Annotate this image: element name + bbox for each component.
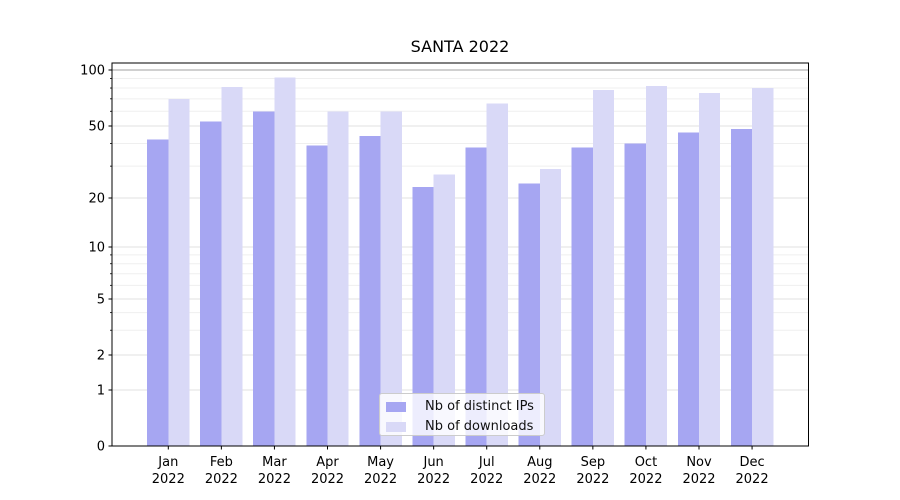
legend-item-downloads: Nb of downloads [386, 418, 544, 435]
x-tick-label-month: Nov [686, 455, 712, 470]
bar-distinct-ips-dec [730, 129, 753, 446]
bar-distinct-ips-aug [518, 183, 540, 447]
y-tick-label: 0 [97, 440, 105, 455]
x-tick-label-year: 2022 [470, 472, 503, 487]
bar-downloads-oct [645, 86, 668, 447]
y-tick-label: 20 [88, 192, 105, 207]
legend-swatch-distinct-ips [386, 401, 406, 412]
bar-downloads-apr [327, 111, 349, 446]
legend-item-distinct-ips: Nb of distinct IPs [386, 398, 544, 415]
x-tick-label-month: Mar [262, 455, 287, 470]
bar-distinct-ips-jun [412, 187, 434, 447]
legend: Nb of distinct IPs Nb of downloads [379, 393, 545, 436]
bar-distinct-ips-may [359, 136, 381, 446]
bar-distinct-ips-mar [253, 111, 275, 446]
x-tick-label-year: 2022 [417, 472, 450, 487]
x-tick-label-month: Feb [210, 455, 233, 470]
bar-downloads-dec [752, 88, 774, 446]
x-tick-label-month: Sep [581, 455, 606, 470]
x-tick-label-year: 2022 [736, 472, 769, 487]
legend-label-downloads: Nb of downloads [425, 419, 534, 434]
bar-downloads-nov [699, 93, 721, 447]
x-tick-label-year: 2022 [152, 472, 185, 487]
x-tick-label-year: 2022 [523, 472, 556, 487]
legend-swatch-downloads [386, 421, 406, 432]
y-tick-label: 5 [97, 293, 105, 308]
x-tick-label-year: 2022 [629, 472, 662, 487]
x-tick-label-month: Apr [316, 455, 339, 470]
bar-downloads-feb [221, 87, 243, 446]
bar-distinct-ips-nov [677, 132, 699, 446]
bar-downloads-mar [274, 77, 296, 446]
legend-label-distinct-ips: Nb of distinct IPs [425, 399, 534, 414]
plot-border [111, 62, 809, 447]
bar-downloads-jun [433, 174, 455, 447]
x-tick-label-month: Jan [157, 455, 178, 470]
x-tick-label-month: Aug [527, 455, 552, 470]
bar-distinct-ips-oct [624, 143, 646, 446]
bar-distinct-ips-feb [200, 121, 222, 446]
chart-title: SANTA 2022 [410, 37, 510, 56]
y-tick-label: 10 [88, 241, 105, 256]
y-tick-label: 100 [80, 64, 105, 79]
bar-distinct-ips-jan [147, 139, 169, 446]
bar-downloads-aug [539, 168, 561, 446]
bar-distinct-ips-apr [306, 145, 328, 447]
bar-downloads-jul [486, 103, 508, 446]
x-tick-label-year: 2022 [576, 472, 609, 487]
x-tick-label-month: Dec [739, 455, 764, 470]
x-tick-label-year: 2022 [364, 472, 397, 487]
x-tick-label-year: 2022 [205, 472, 238, 487]
y-tick-label: 50 [88, 120, 105, 135]
bar-downloads-sep [592, 90, 615, 446]
bar-downloads-may [380, 111, 402, 446]
bar-distinct-ips-sep [571, 147, 593, 446]
x-tick-label-month: Oct [635, 455, 657, 470]
y-tick-label: 2 [97, 349, 105, 364]
x-tick-label-year: 2022 [682, 472, 715, 487]
x-tick-label-year: 2022 [311, 472, 344, 487]
x-tick-label-year: 2022 [258, 472, 291, 487]
y-tick-label: 1 [97, 384, 105, 399]
bar-distinct-ips-jul [465, 147, 487, 446]
bar-downloads-jan [168, 98, 190, 446]
x-tick-label-month: May [367, 455, 394, 470]
x-tick-label-month: Jun [422, 455, 443, 470]
x-tick-label-month: Jul [478, 455, 495, 470]
